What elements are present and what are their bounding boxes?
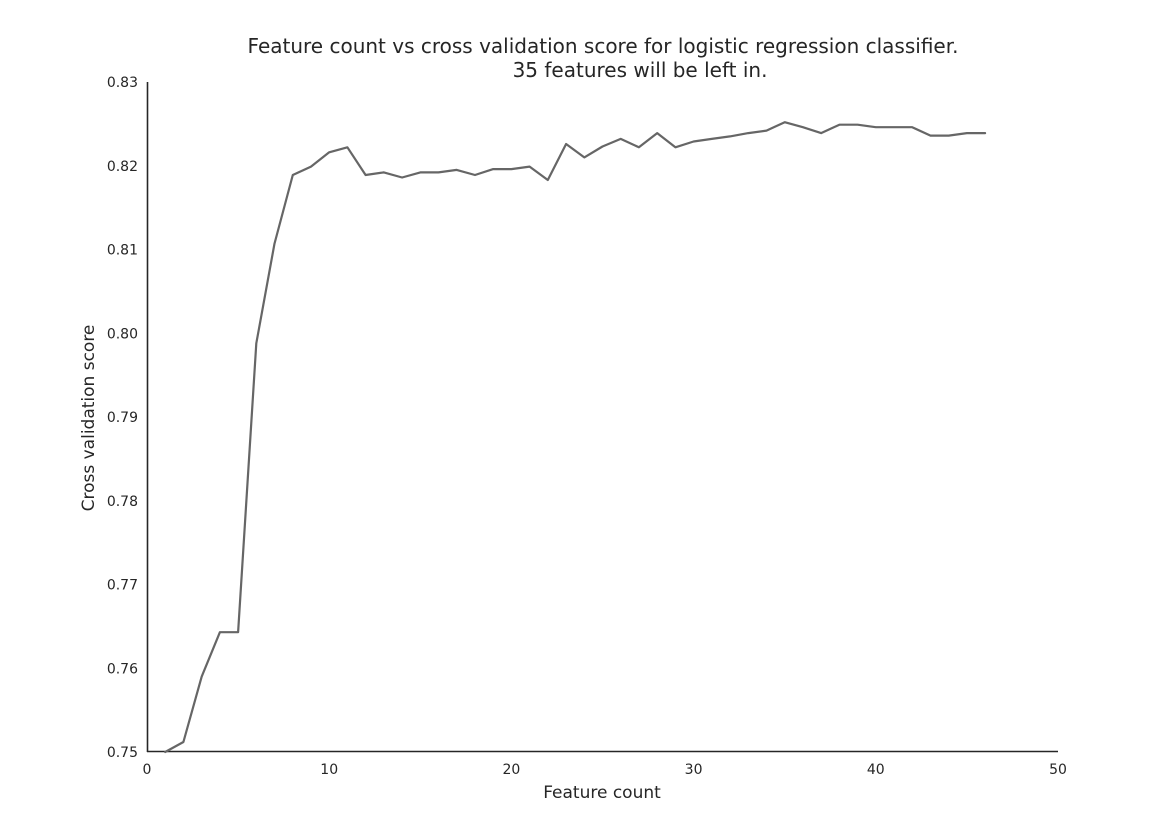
x-tick-label: 40	[867, 762, 885, 778]
x-tick-label: 30	[685, 762, 703, 778]
x-tick-label: 10	[320, 762, 338, 778]
y-tick-label: 0.75	[107, 745, 138, 761]
y-tick-label: 0.82	[107, 159, 138, 175]
y-tick-label: 0.83	[107, 75, 138, 91]
x-tick-label: 50	[1049, 762, 1067, 778]
y-tick-label: 0.79	[107, 410, 138, 426]
y-axis-label: Cross validation score	[79, 325, 99, 512]
chart-subtitle: 35 features will be left in.	[513, 58, 768, 82]
series-line	[164, 121, 987, 754]
y-tick-label: 0.81	[107, 243, 138, 259]
x-tick-label: 20	[502, 762, 520, 778]
y-tick-label: 0.77	[107, 578, 138, 594]
x-tick-labels: 0 10 20 30 40 50	[143, 762, 1067, 778]
y-tick-labels: 0.75 0.76 0.77 0.78 0.79 0.80 0.81 0.82 0.83	[107, 75, 138, 761]
y-tick-label: 0.78	[107, 494, 138, 510]
y-tick-label: 0.76	[107, 661, 138, 677]
x-tick-label: 0	[143, 762, 152, 778]
x-axis-label: Feature count	[543, 783, 661, 803]
y-tick-label: 0.80	[107, 326, 138, 342]
chart-title: Feature count vs cross validation score …	[248, 34, 959, 58]
